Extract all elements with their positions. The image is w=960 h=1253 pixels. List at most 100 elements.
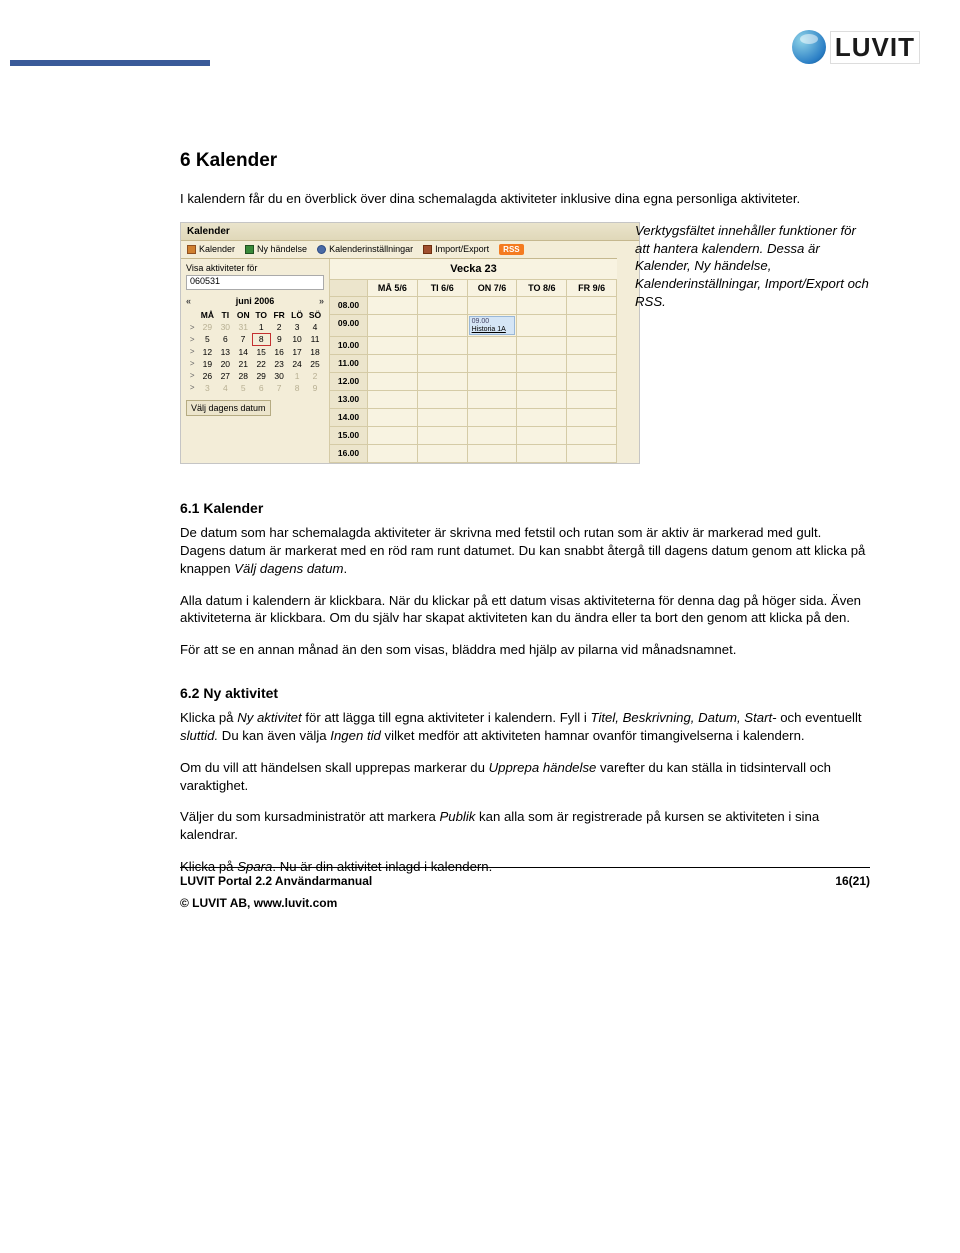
week-cell[interactable] [468, 355, 518, 372]
mini-cal-day[interactable]: 19 [198, 358, 216, 370]
week-cell[interactable] [418, 315, 468, 336]
mini-cal-day[interactable]: 3 [288, 321, 306, 334]
week-cell[interactable] [468, 337, 518, 354]
mini-cal-day[interactable]: 24 [288, 358, 306, 370]
mini-cal-day[interactable]: 4 [306, 321, 324, 334]
mini-cal-day[interactable]: 18 [306, 345, 324, 358]
week-cell[interactable] [517, 373, 567, 390]
week-cell[interactable] [517, 409, 567, 426]
week-cell[interactable] [517, 427, 567, 444]
mini-cal-day[interactable]: 8 [252, 333, 270, 345]
mini-cal-day[interactable]: 29 [252, 370, 270, 382]
week-cell[interactable] [468, 391, 518, 408]
week-cell[interactable] [418, 427, 468, 444]
week-cell[interactable] [468, 373, 518, 390]
mini-cal-day[interactable]: 16 [270, 345, 288, 358]
week-cell[interactable] [567, 409, 617, 426]
rss-badge[interactable]: RSS [499, 244, 523, 255]
next-month-arrow[interactable]: » [319, 296, 324, 306]
mini-cal-day[interactable]: 29 [198, 321, 216, 334]
mini-cal-day[interactable]: 3 [198, 382, 216, 394]
week-cell[interactable] [368, 373, 418, 390]
week-cell[interactable] [567, 355, 617, 372]
footer-page-number: 16(21) [835, 874, 870, 888]
logo-globe-icon [792, 30, 826, 64]
mini-cal-day[interactable]: 15 [252, 345, 270, 358]
mini-cal-day[interactable]: 7 [234, 333, 252, 345]
mini-cal-day[interactable]: 20 [216, 358, 234, 370]
week-cell[interactable] [567, 315, 617, 336]
toolbar-installningar[interactable]: Kalenderinställningar [317, 244, 413, 254]
week-cell[interactable] [468, 409, 518, 426]
week-cell[interactable] [418, 391, 468, 408]
week-cell[interactable] [418, 337, 468, 354]
mini-cal-day[interactable]: 8 [288, 382, 306, 394]
week-cell[interactable] [418, 355, 468, 372]
week-cell[interactable] [368, 391, 418, 408]
week-cell[interactable] [468, 427, 518, 444]
mini-cal-day[interactable]: 31 [234, 321, 252, 334]
mini-cal-day[interactable]: 7 [270, 382, 288, 394]
mini-cal-day[interactable]: 22 [252, 358, 270, 370]
week-cell[interactable] [567, 445, 617, 462]
week-cell[interactable] [517, 445, 567, 462]
mini-cal-day[interactable]: 10 [288, 333, 306, 345]
week-cell[interactable] [517, 297, 567, 314]
mini-cal-day[interactable]: 4 [216, 382, 234, 394]
mini-cal-day[interactable]: 14 [234, 345, 252, 358]
week-cell[interactable] [418, 297, 468, 314]
mini-cal-day[interactable]: 2 [306, 370, 324, 382]
mini-cal-day[interactable]: 5 [198, 333, 216, 345]
mini-cal-day[interactable]: 5 [234, 382, 252, 394]
week-cell[interactable]: 09.00Historia 1A [468, 315, 518, 336]
toolbar-ny-handelse[interactable]: Ny händelse [245, 244, 307, 254]
week-cell[interactable] [517, 391, 567, 408]
week-cell[interactable] [368, 355, 418, 372]
mini-cal-day[interactable]: 11 [306, 333, 324, 345]
week-cell[interactable] [567, 297, 617, 314]
gear-icon [317, 245, 326, 254]
mini-cal-day[interactable]: 1 [288, 370, 306, 382]
week-cell[interactable] [567, 337, 617, 354]
week-cell[interactable] [418, 373, 468, 390]
toolbar-import-export[interactable]: Import/Export [423, 244, 489, 254]
week-cell[interactable] [368, 445, 418, 462]
week-cell[interactable] [368, 315, 418, 336]
mini-cal-day[interactable]: 6 [252, 382, 270, 394]
mini-cal-day[interactable]: 25 [306, 358, 324, 370]
mini-cal-day[interactable]: 6 [216, 333, 234, 345]
mini-cal-day[interactable]: 30 [216, 321, 234, 334]
week-cell[interactable] [368, 427, 418, 444]
mini-cal-day[interactable]: 13 [216, 345, 234, 358]
mini-cal-day[interactable]: 23 [270, 358, 288, 370]
today-button[interactable]: Välj dagens datum [186, 400, 271, 416]
week-cell[interactable] [418, 445, 468, 462]
week-cell[interactable] [368, 337, 418, 354]
week-cell[interactable] [418, 409, 468, 426]
mini-cal-day[interactable]: 21 [234, 358, 252, 370]
mini-cal-day[interactable]: 9 [306, 382, 324, 394]
week-cell[interactable] [567, 391, 617, 408]
mini-cal-day[interactable]: 2 [270, 321, 288, 334]
week-cell[interactable] [368, 297, 418, 314]
week-cell[interactable] [517, 337, 567, 354]
mini-cal-day[interactable]: 12 [198, 345, 216, 358]
week-cell[interactable] [468, 297, 518, 314]
mini-cal-day[interactable]: 27 [216, 370, 234, 382]
week-cell[interactable] [517, 315, 567, 336]
week-cell[interactable] [517, 355, 567, 372]
week-cell[interactable] [567, 427, 617, 444]
mini-cal-day[interactable]: 28 [234, 370, 252, 382]
toolbar-kalender[interactable]: Kalender [187, 244, 235, 254]
calendar-event[interactable]: 09.00Historia 1A [469, 316, 516, 335]
activities-for-select[interactable]: 060531 [186, 275, 324, 290]
mini-cal-day[interactable]: 26 [198, 370, 216, 382]
week-cell[interactable] [368, 409, 418, 426]
mini-cal-day[interactable]: 1 [252, 321, 270, 334]
week-cell[interactable] [567, 373, 617, 390]
mini-cal-day[interactable]: 9 [270, 333, 288, 345]
week-cell[interactable] [468, 445, 518, 462]
mini-cal-day[interactable]: 30 [270, 370, 288, 382]
prev-month-arrow[interactable]: « [186, 296, 191, 306]
mini-cal-day[interactable]: 17 [288, 345, 306, 358]
